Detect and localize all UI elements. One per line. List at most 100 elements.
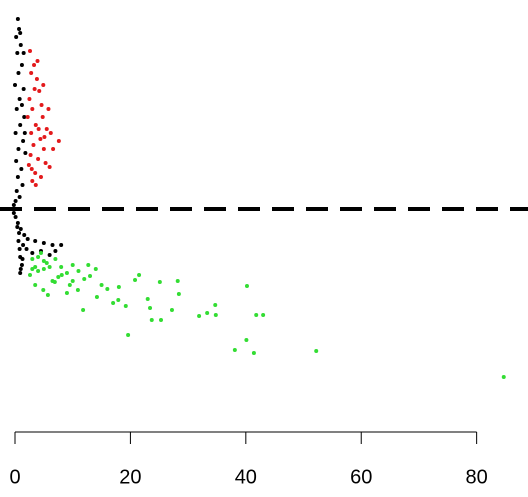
point xyxy=(13,215,18,219)
point xyxy=(19,103,24,107)
point xyxy=(31,143,36,147)
point xyxy=(105,287,110,291)
point xyxy=(244,338,249,342)
point xyxy=(70,263,75,267)
point xyxy=(28,153,33,157)
point xyxy=(82,277,87,281)
point xyxy=(53,249,58,253)
point xyxy=(56,275,61,279)
point xyxy=(59,273,64,277)
point xyxy=(14,189,19,193)
point xyxy=(28,49,33,53)
x-tick-label: 40 xyxy=(235,466,257,488)
point xyxy=(41,288,46,292)
point xyxy=(169,308,174,312)
point xyxy=(88,274,93,278)
point xyxy=(30,251,35,255)
point xyxy=(29,131,34,135)
point xyxy=(19,263,24,267)
point xyxy=(22,131,27,135)
point xyxy=(18,271,23,275)
x-tick-label: 20 xyxy=(119,466,141,488)
x-tick-label: 80 xyxy=(466,466,488,488)
point xyxy=(18,123,23,127)
point xyxy=(56,139,61,143)
point xyxy=(30,257,35,261)
point xyxy=(47,265,52,269)
point xyxy=(38,251,43,255)
point xyxy=(28,273,33,277)
point xyxy=(64,291,69,295)
point xyxy=(22,233,27,237)
point xyxy=(15,225,20,229)
point xyxy=(53,257,58,261)
point xyxy=(25,115,30,119)
point xyxy=(13,131,18,135)
point xyxy=(18,31,23,35)
point xyxy=(38,137,43,141)
point xyxy=(133,278,138,282)
point xyxy=(44,261,49,265)
point xyxy=(244,284,249,288)
point xyxy=(29,71,34,75)
point xyxy=(44,127,49,131)
point xyxy=(41,267,46,271)
point xyxy=(176,292,181,296)
point xyxy=(36,127,41,131)
point xyxy=(50,243,55,247)
point xyxy=(30,107,35,111)
point xyxy=(11,203,16,207)
point xyxy=(76,269,81,273)
point xyxy=(15,175,20,179)
point xyxy=(38,175,43,179)
point xyxy=(21,139,26,143)
point xyxy=(14,35,19,39)
point xyxy=(48,131,53,135)
point xyxy=(254,313,259,317)
point xyxy=(29,167,34,171)
point xyxy=(33,171,38,175)
point xyxy=(26,163,31,167)
point xyxy=(24,247,29,251)
point xyxy=(33,283,38,287)
point xyxy=(145,297,150,301)
point xyxy=(11,211,16,215)
point xyxy=(30,267,35,271)
point xyxy=(27,97,32,101)
point xyxy=(20,257,25,261)
x-tick-label: 0 xyxy=(9,466,20,488)
point xyxy=(21,243,26,247)
point xyxy=(64,271,69,275)
point xyxy=(25,237,30,241)
point xyxy=(111,301,116,305)
point xyxy=(13,199,18,203)
point xyxy=(213,313,218,317)
point xyxy=(501,375,506,379)
point xyxy=(23,151,28,155)
point xyxy=(36,269,41,273)
point xyxy=(40,115,45,119)
point xyxy=(17,195,22,199)
point xyxy=(36,255,41,259)
point xyxy=(17,231,22,235)
point xyxy=(14,107,19,111)
point xyxy=(22,115,27,119)
point xyxy=(43,161,48,165)
point xyxy=(18,267,23,271)
point xyxy=(33,123,38,127)
point xyxy=(261,313,266,317)
point xyxy=(45,293,50,297)
point xyxy=(21,51,26,55)
point xyxy=(116,285,121,289)
point xyxy=(35,59,40,63)
point xyxy=(19,63,24,67)
point xyxy=(36,157,41,161)
point xyxy=(75,288,80,292)
point xyxy=(81,308,86,312)
point xyxy=(30,179,35,183)
point xyxy=(47,253,52,257)
point xyxy=(314,349,319,353)
point xyxy=(99,283,104,287)
point xyxy=(19,167,24,171)
